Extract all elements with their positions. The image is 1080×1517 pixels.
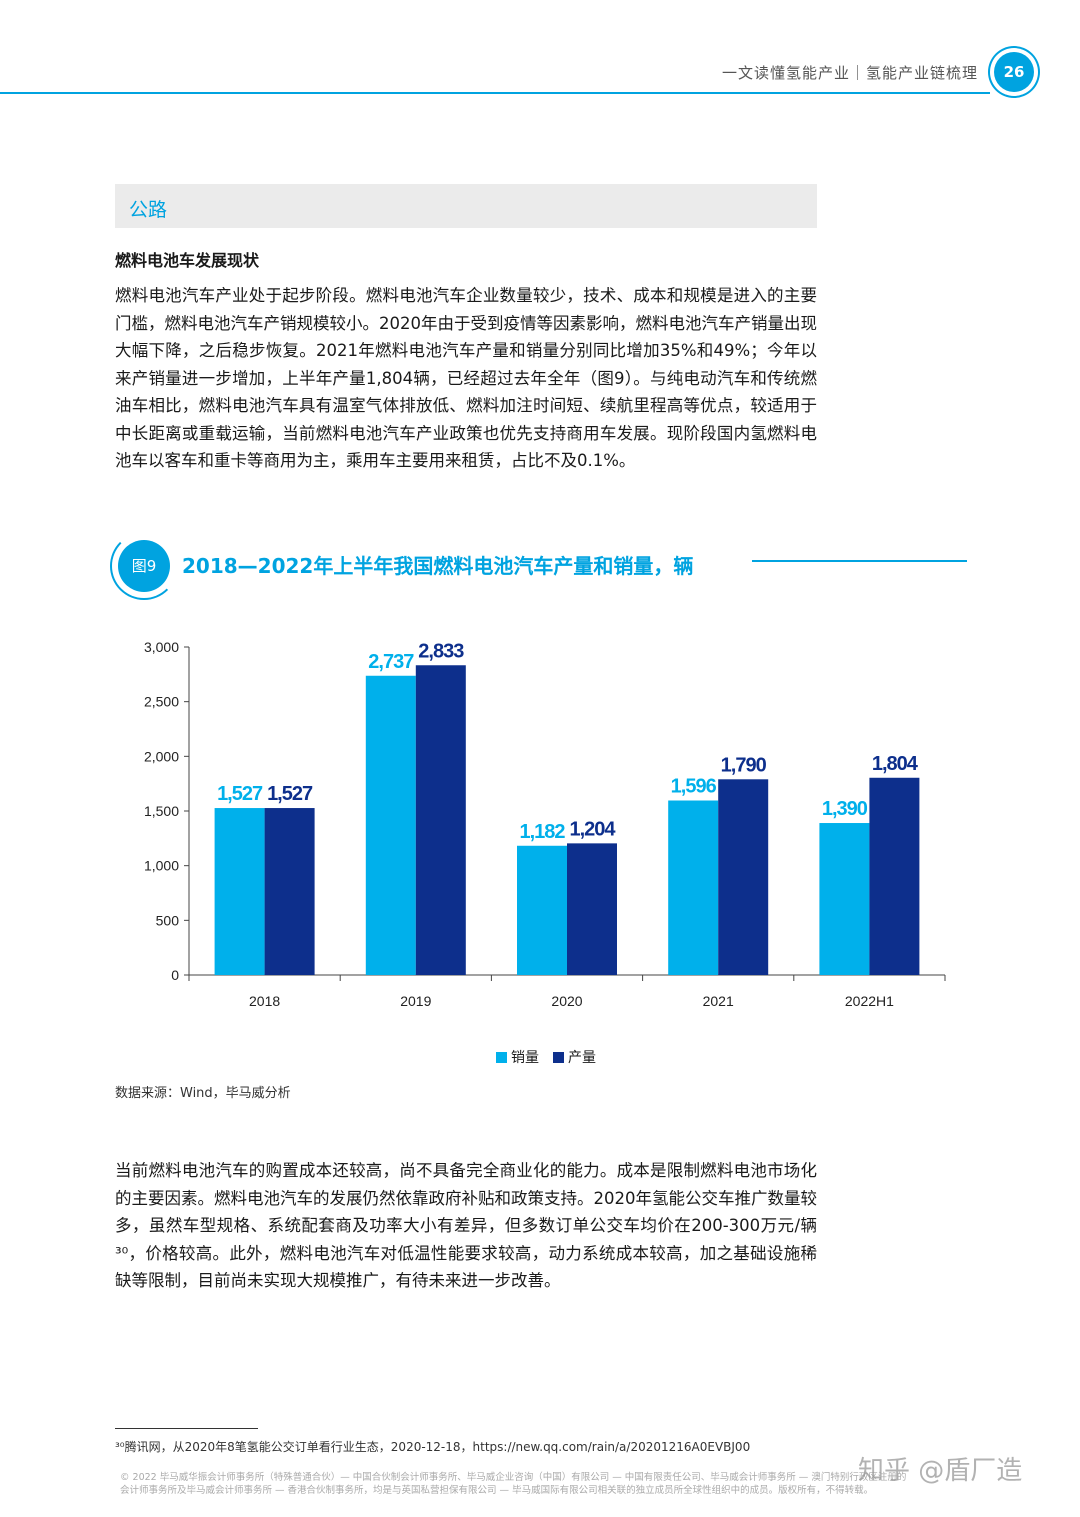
data-label-sales: 2,737: [368, 651, 414, 673]
chart-legend: 销量 产量: [496, 1047, 596, 1067]
legend-item-sales: 销量: [496, 1047, 539, 1067]
bar-chart: 0 500 1,000 1,500 2,000 2,500 3,000 1,527 1,527 2…: [144, 639, 946, 1009]
bar-production: [264, 808, 315, 975]
figure-title: 2018—2022年上半年我国燃料电池汽车产量和销量，辆: [182, 554, 694, 578]
body-paragraph-2: 当前燃料电池汽车的购置成本还较高，尚不具备完全商业化的能力。成本是限制燃料电池市…: [115, 1161, 817, 1290]
section-title: 公路: [129, 199, 168, 221]
x-tick-label: 2020: [551, 993, 582, 1009]
data-label-sales: 1,527: [217, 783, 263, 805]
data-label-sales: 1,182: [519, 821, 565, 843]
figure-badge: 图9: [118, 540, 170, 592]
y-tick-label: 2,500: [144, 694, 179, 710]
page-number-badge: 26: [994, 52, 1034, 92]
figure-badge-ring: [110, 532, 178, 600]
data-label-sales: 1,390: [822, 798, 868, 820]
data-label-sales: 1,596: [671, 776, 717, 798]
bar-sales: [214, 808, 265, 975]
data-label-production: 2,833: [418, 640, 464, 662]
x-tick-label: 2018: [249, 993, 280, 1009]
footnote-divider: [115, 1428, 258, 1429]
page-header-title: 一文读懂氢能产业｜氢能产业链梳理: [721, 64, 978, 82]
x-tick-label: 2022H1: [845, 993, 894, 1009]
legend-swatch-sales: [496, 1051, 507, 1063]
section-header: 公路: [115, 184, 817, 228]
legend-item-production: 产量: [553, 1047, 596, 1067]
bar-sales: [517, 845, 567, 975]
data-label-production: 1,204: [569, 818, 616, 840]
y-tick-label: 1,000: [144, 858, 179, 874]
legend-swatch-production: [553, 1051, 564, 1063]
body-paragraph-1: 燃料电池汽车产业处于起步阶段。燃料电池汽车企业数量较少，技术、成本和规模是进入的…: [115, 286, 817, 470]
data-label-production: 1,790: [721, 754, 767, 776]
data-source: 数据来源：Wind，毕马威分析: [115, 1086, 291, 1101]
y-tick-label: 3,000: [144, 639, 179, 655]
bar-sales: [819, 823, 870, 975]
y-tick-label: 2,000: [144, 748, 179, 764]
footnote: ³⁰腾讯网，从2020年8笔氢能公交订单看行业生态，2020-12-18，htt…: [115, 1440, 751, 1454]
legend-label-production: 产量: [568, 1050, 596, 1066]
x-tick-label: 2021: [703, 993, 734, 1009]
bar-sales: [668, 800, 719, 975]
legend-label-sales: 销量: [511, 1050, 539, 1066]
subheading: 燃料电池车发展现状: [115, 251, 260, 270]
bar-production: [567, 843, 617, 975]
bar-sales: [365, 675, 416, 975]
y-tick-label: 1,500: [144, 803, 179, 819]
y-tick-label: 500: [156, 912, 180, 928]
data-label-production: 1,527: [267, 783, 313, 805]
data-label-production: 1,804: [872, 753, 919, 775]
bar-production: [415, 665, 466, 975]
watermark: 知乎 @盾厂造: [858, 1456, 1023, 1486]
copyright-notice: © 2022 毕马威华振会计师事务所（特殊普通合伙）— 中国合伙制会计师事务所、…: [120, 1472, 907, 1496]
x-tick-label: 2019: [400, 993, 431, 1009]
header-divider: [0, 92, 990, 94]
y-tick-label: 0: [171, 967, 179, 983]
bar-production: [718, 779, 769, 975]
figure-title-line: [752, 560, 967, 562]
bar-production: [869, 777, 920, 975]
